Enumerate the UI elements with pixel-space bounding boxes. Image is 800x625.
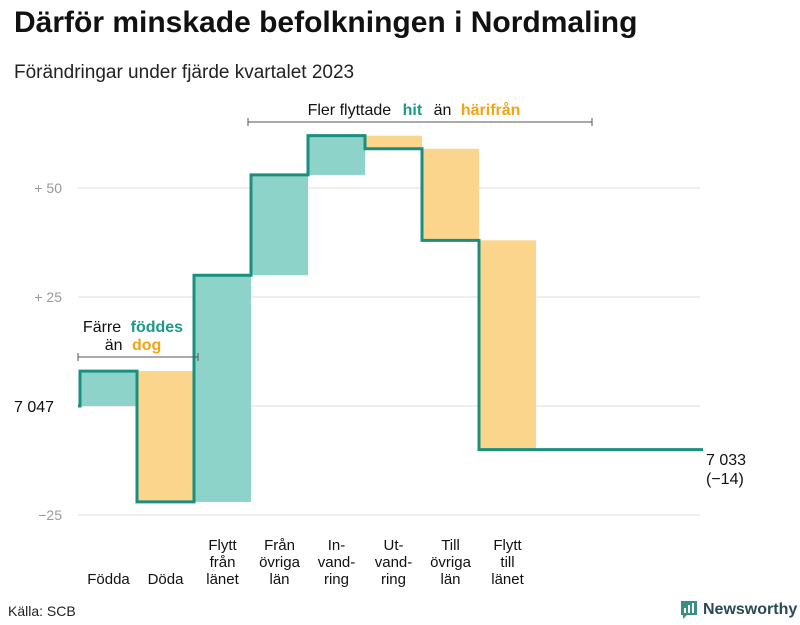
annotation-highlight-in: hit [403,102,423,119]
category-label-line: Till [441,537,460,554]
bar-ut--vand--ring [365,135,422,149]
category-label-line: från [210,554,236,571]
category-label-line: Flytt [208,537,237,554]
category-label-line: Flytt [493,537,522,554]
category-label: Ut-vand-ring [375,537,413,588]
category-label-line: till [500,554,514,571]
svg-text:än dog: än dog [105,337,162,354]
brand-logo: Newsworthy [680,600,797,620]
annotation-background [292,98,536,120]
svg-text:Fler flyttade hit: Fler flyttade hit än härifrån [308,101,521,119]
category-label: Flytt till länet [491,537,524,588]
annotation-text: Fler flyttade [308,102,392,119]
category-label-line: ring [324,571,349,588]
bar-till-övriga-län [422,148,479,241]
baseline-label: 7 047 [14,399,54,416]
bar-flytt-från-länet [194,275,251,502]
y-tick-label: −25 [38,507,62,523]
annotation-natural-change: Färre föddes än dog [77,319,199,361]
category-label-line: vand- [318,554,356,571]
bar-in--vand--ring [308,135,365,175]
category-label: Till övriga län [430,537,472,588]
annotation-text: Färre [83,319,121,336]
annotation-highlight-births: föddes [131,319,184,336]
newsworthy-logo-icon [681,601,697,619]
annotation-migration: Fler flyttade hit än härifrån [247,98,593,126]
brand-name: Newsworthy [703,601,798,618]
category-label-line: Ut- [384,537,404,554]
category-label: Födda [87,571,130,588]
category-label-line: Döda [148,571,185,588]
category-label-line: Födda [87,571,130,588]
category-label-line: länet [206,571,239,588]
bar-döda [137,371,194,502]
running-total-step-line [78,134,703,504]
category-label-line: län [269,571,289,588]
annotation-text: än [434,102,452,119]
svg-text:Färre föddes: Färre föddes [83,319,183,336]
bar-från-övriga-län [251,174,308,276]
annotation-text: än [105,337,123,354]
end-change-label: (−14) [706,471,744,488]
annotation-highlight-out: härifrån [461,101,521,119]
category-label-line: län [440,571,460,588]
category-label: In-vand-ring [318,537,356,588]
category-label: Flytt från länet [206,537,239,588]
y-tick-labels: + 50 + 25 −25 [34,180,62,523]
bars [80,135,536,502]
bar-flytt-till-länet [479,240,536,450]
running-total-line [78,134,703,504]
category-label-line: länet [491,571,524,588]
category-label-line: ring [381,571,406,588]
category-label-line: övriga [430,554,472,571]
end-value-label: 7 033 [706,452,746,469]
annotation-highlight-deaths: dog [132,337,161,354]
category-label: Döda [148,571,185,588]
category-label: Från övriga län [259,537,301,588]
chart-title: Därför minskade befolkningen i Nordmalin… [14,6,638,39]
category-label-line: Från [264,537,295,554]
category-label-line: vand- [375,554,413,571]
chart-subtitle: Förändringar under fjärde kvartalet 2023 [14,62,355,83]
source-note: Källa: SCB [8,603,76,619]
y-tick-label: + 50 [34,180,62,196]
category-label-line: In- [328,537,346,554]
y-tick-label: + 25 [34,289,62,305]
bar-födda [80,371,137,406]
category-label-line: övriga [259,554,301,571]
